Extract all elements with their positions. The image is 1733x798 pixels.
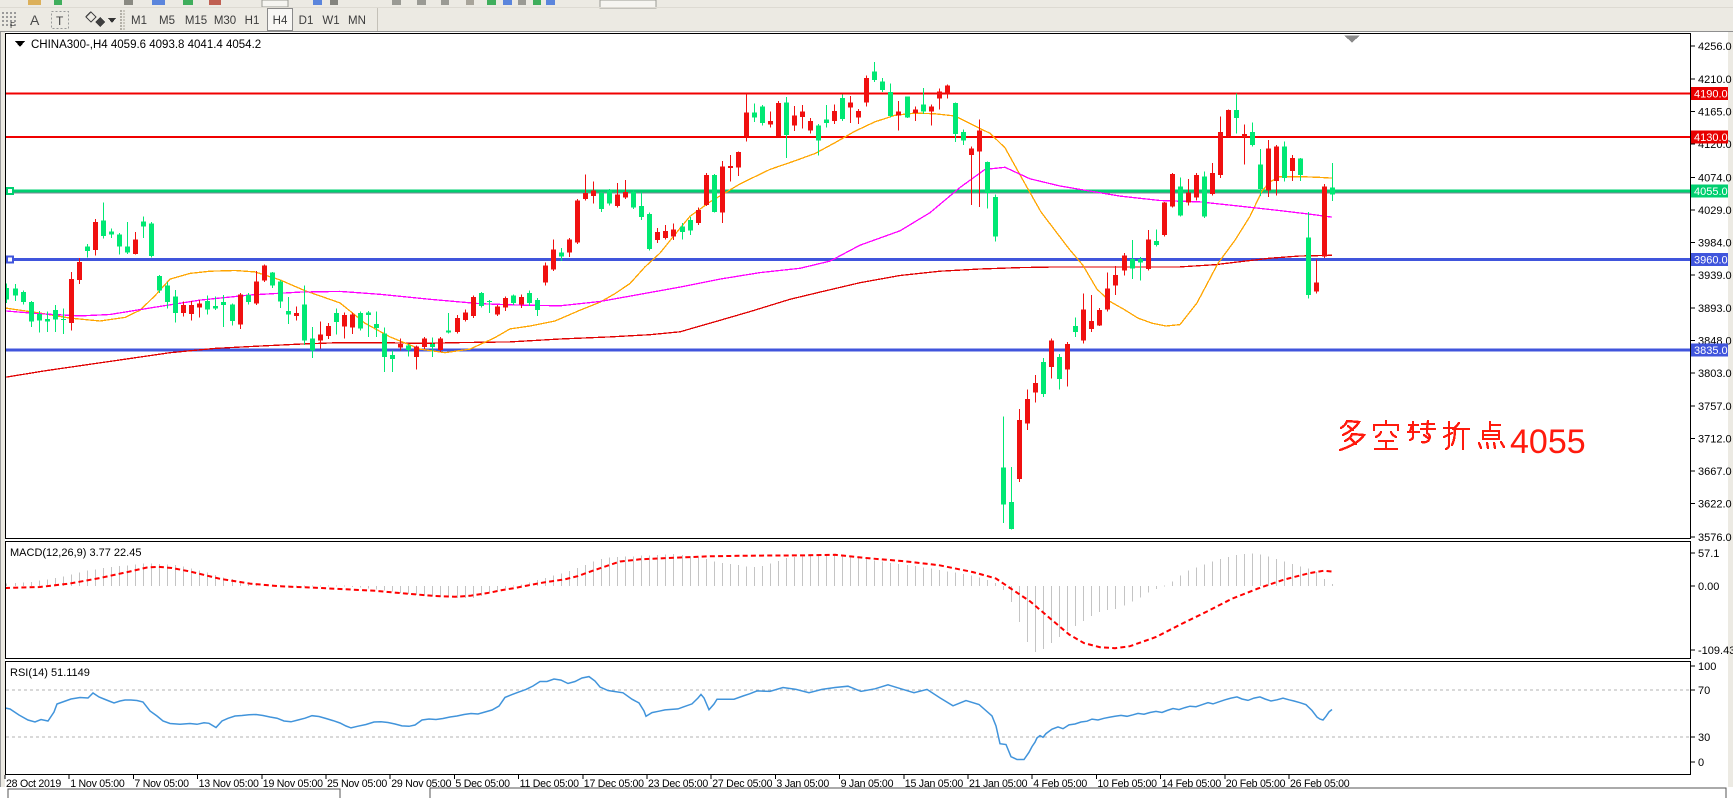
svg-text:28 Oct 2019: 28 Oct 2019 [6, 778, 61, 790]
svg-text:11 Dec 05:00: 11 Dec 05:00 [520, 778, 580, 790]
svg-text:-109.43: -109.43 [1698, 645, 1733, 657]
svg-text:3712.0: 3712.0 [1698, 434, 1732, 446]
svg-text:10 Feb 05:00: 10 Feb 05:00 [1097, 778, 1157, 790]
svg-text:57.1: 57.1 [1698, 548, 1719, 560]
svg-text:4210.0: 4210.0 [1698, 74, 1732, 86]
svg-text:3939.0: 3939.0 [1698, 270, 1732, 282]
svg-text:27 Dec 05:00: 27 Dec 05:00 [712, 778, 772, 790]
svg-text:4165.0: 4165.0 [1698, 107, 1732, 119]
svg-text:19 Nov 05:00: 19 Nov 05:00 [263, 778, 323, 790]
svg-text:3960.0: 3960.0 [1694, 255, 1728, 267]
svg-text:D1: D1 [299, 15, 314, 27]
svg-text:3622.0: 3622.0 [1698, 499, 1732, 511]
svg-text:MACD(12,26,9) 3.77 22.45: MACD(12,26,9) 3.77 22.45 [10, 547, 141, 559]
svg-text:3 Jan 05:00: 3 Jan 05:00 [776, 778, 829, 790]
svg-text:26 Feb 05:00: 26 Feb 05:00 [1290, 778, 1350, 790]
svg-text:H1: H1 [245, 15, 260, 27]
svg-text:30: 30 [1698, 732, 1710, 744]
svg-text:0.00: 0.00 [1698, 581, 1719, 593]
svg-text:4130.0: 4130.0 [1694, 132, 1728, 144]
svg-text:W1: W1 [322, 15, 339, 27]
svg-text:5 Dec 05:00: 5 Dec 05:00 [455, 778, 510, 790]
svg-text:3757.0: 3757.0 [1698, 401, 1732, 413]
svg-text:7 Nov 05:00: 7 Nov 05:00 [134, 778, 189, 790]
svg-text:70: 70 [1698, 685, 1710, 697]
svg-text:0: 0 [1698, 757, 1704, 769]
svg-text:4190.0: 4190.0 [1694, 89, 1728, 101]
svg-text:T: T [56, 14, 64, 28]
svg-text:3803.0: 3803.0 [1698, 368, 1732, 380]
svg-text:3984.0: 3984.0 [1698, 237, 1732, 249]
svg-text:3835.0: 3835.0 [1694, 345, 1728, 357]
svg-text:M5: M5 [159, 15, 175, 27]
svg-text:3667.0: 3667.0 [1698, 466, 1732, 478]
svg-text:CHINA300-,H4 4059.6 4093.8 40: CHINA300-,H4 4059.6 4093.8 4041.4 4054.2 [31, 39, 261, 51]
svg-text:4256.0: 4256.0 [1698, 41, 1732, 53]
svg-text:15 Jan 05:00: 15 Jan 05:00 [905, 778, 964, 790]
svg-text:25 Nov 05:00: 25 Nov 05:00 [327, 778, 387, 790]
svg-text:20 Feb 05:00: 20 Feb 05:00 [1226, 778, 1286, 790]
svg-text:21 Jan 05:00: 21 Jan 05:00 [969, 778, 1028, 790]
svg-text:4074.0: 4074.0 [1698, 172, 1732, 184]
svg-text:29 Nov 05:00: 29 Nov 05:00 [391, 778, 451, 790]
svg-text:RSI(14) 51.1149: RSI(14) 51.1149 [10, 667, 90, 679]
svg-text:100: 100 [1698, 661, 1716, 673]
svg-text:M1: M1 [131, 15, 147, 27]
svg-text:MN: MN [348, 15, 366, 27]
svg-text:4029.0: 4029.0 [1698, 205, 1732, 217]
svg-text:1 Nov 05:00: 1 Nov 05:00 [70, 778, 125, 790]
svg-text:H4: H4 [273, 15, 288, 27]
svg-text:3576.0: 3576.0 [1698, 532, 1732, 544]
svg-text:3893.0: 3893.0 [1698, 303, 1732, 315]
svg-text:14 Feb 05:00: 14 Feb 05:00 [1162, 778, 1222, 790]
svg-text:13 Nov 05:00: 13 Nov 05:00 [199, 778, 259, 790]
svg-text:23 Dec 05:00: 23 Dec 05:00 [648, 778, 708, 790]
svg-text:4055: 4055 [1510, 423, 1586, 461]
svg-text:4 Feb 05:00: 4 Feb 05:00 [1033, 778, 1087, 790]
svg-text:4055.0: 4055.0 [1694, 186, 1728, 198]
svg-text:17 Dec 05:00: 17 Dec 05:00 [584, 778, 644, 790]
svg-text:M30: M30 [214, 15, 236, 27]
svg-text:F: F [10, 21, 15, 30]
svg-text:M15: M15 [185, 15, 207, 27]
svg-text:A: A [30, 12, 40, 28]
svg-text:9 Jan 05:00: 9 Jan 05:00 [841, 778, 894, 790]
